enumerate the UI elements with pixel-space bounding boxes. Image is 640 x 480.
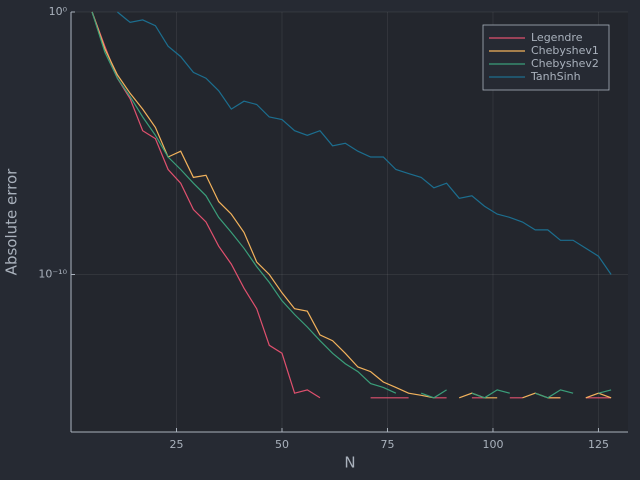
x-tick-label: 125 xyxy=(588,438,609,451)
legend-label: Legendre xyxy=(531,31,583,44)
series-line xyxy=(91,11,612,399)
y-tick-label: 10⁻¹⁰ xyxy=(38,268,67,281)
legend-box xyxy=(482,24,610,91)
legend-label: Chebyshev2 xyxy=(531,57,599,70)
x-tick-label: 75 xyxy=(380,438,394,451)
y-axis-title: Absolute error xyxy=(3,168,21,275)
y-tick-label: 10⁰ xyxy=(49,5,68,18)
x-axis-title: N xyxy=(344,454,355,472)
series-line xyxy=(117,11,612,275)
x-tick-label: 50 xyxy=(275,438,289,451)
legend-label: Chebyshev1 xyxy=(531,44,599,57)
series-line xyxy=(91,11,612,399)
legend-label: TanhSinh xyxy=(530,70,581,83)
x-tick-label: 100 xyxy=(482,438,503,451)
x-tick-label: 25 xyxy=(169,438,183,451)
